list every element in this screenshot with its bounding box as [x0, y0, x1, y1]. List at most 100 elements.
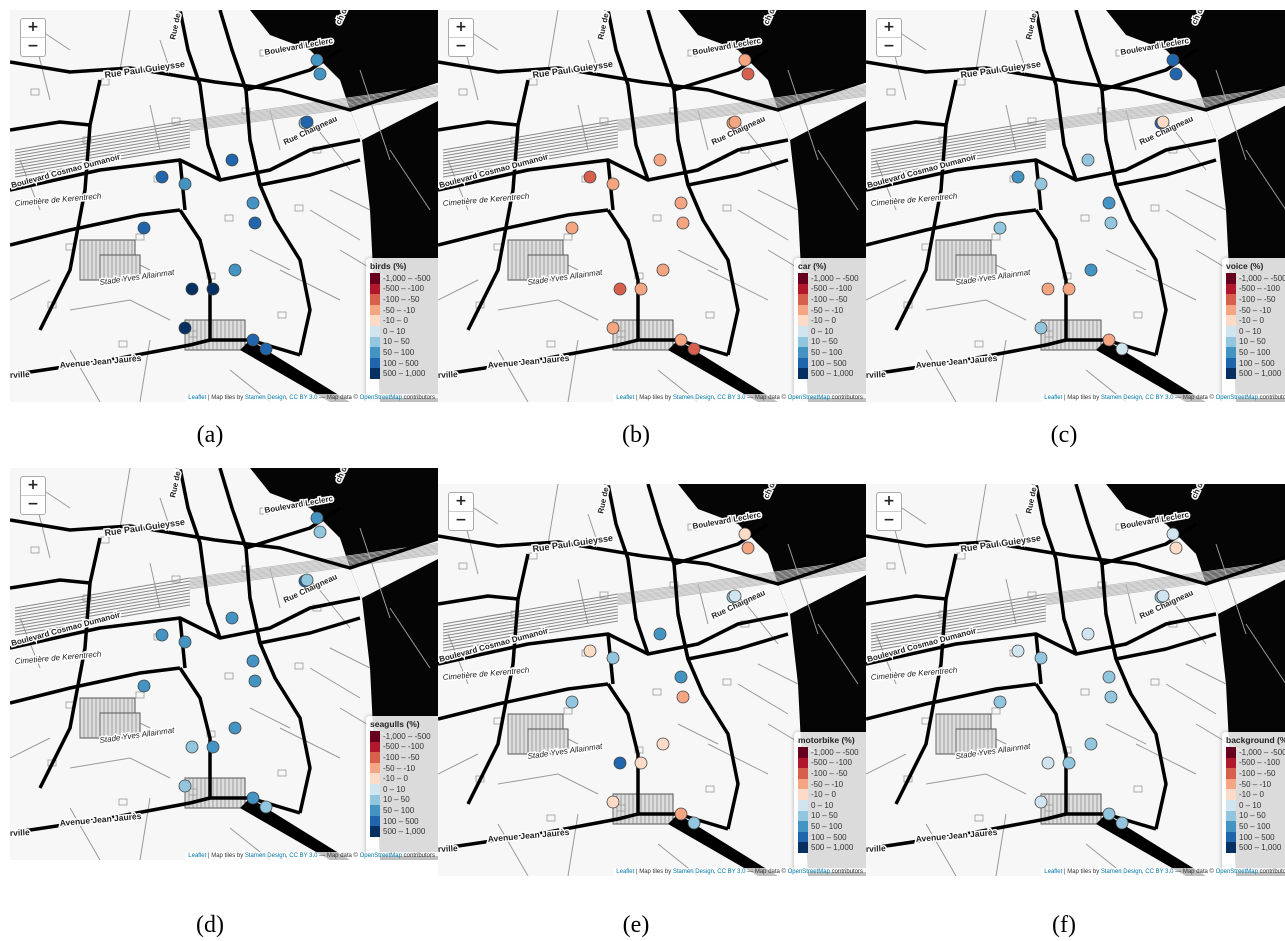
- measurement-point[interactable]: [1034, 177, 1048, 191]
- measurement-point[interactable]: [137, 221, 151, 235]
- measurement-point[interactable]: [1102, 807, 1116, 821]
- measurement-point[interactable]: [656, 737, 670, 751]
- osm-link[interactable]: OpenStreetMap: [787, 395, 830, 401]
- zoom-out-button[interactable]: −: [877, 37, 901, 56]
- license-link[interactable]: CC BY 3.0: [717, 395, 746, 401]
- measurement-point[interactable]: [676, 690, 690, 704]
- measurement-point[interactable]: [606, 321, 620, 335]
- measurement-point[interactable]: [606, 177, 620, 191]
- measurement-point[interactable]: [728, 589, 742, 603]
- measurement-point[interactable]: [1166, 527, 1180, 541]
- measurement-point[interactable]: [613, 282, 627, 296]
- measurement-point[interactable]: [1011, 644, 1025, 658]
- zoom-out-button[interactable]: −: [877, 511, 901, 530]
- measurement-point[interactable]: [248, 216, 262, 230]
- zoom-in-button[interactable]: +: [455, 493, 467, 509]
- measurement-point[interactable]: [738, 527, 752, 541]
- map-panel-b[interactable]: Rue Paul Guieysse Rue de Verdun Boulevard …: [438, 10, 866, 402]
- zoom-out-button[interactable]: −: [449, 511, 473, 530]
- measurement-point[interactable]: [155, 170, 169, 184]
- measurement-point[interactable]: [606, 651, 620, 665]
- measurement-point[interactable]: [310, 53, 324, 67]
- measurement-point[interactable]: [246, 196, 260, 210]
- stamen-link[interactable]: Stamen Design: [244, 395, 286, 401]
- stamen-link[interactable]: Stamen Design: [672, 395, 714, 401]
- measurement-point[interactable]: [674, 670, 688, 684]
- measurement-point[interactable]: [1011, 170, 1025, 184]
- osm-link[interactable]: OpenStreetMap: [359, 395, 402, 401]
- measurement-point[interactable]: [676, 216, 690, 230]
- measurement-point[interactable]: [228, 263, 242, 277]
- measurement-point[interactable]: [1084, 737, 1098, 751]
- measurement-point[interactable]: [178, 635, 192, 649]
- measurement-point[interactable]: [993, 221, 1007, 235]
- measurement-point[interactable]: [206, 740, 220, 754]
- measurement-point[interactable]: [634, 282, 648, 296]
- stamen-link[interactable]: Stamen Design: [672, 869, 714, 875]
- measurement-point[interactable]: [313, 67, 327, 81]
- measurement-point[interactable]: [185, 282, 199, 296]
- measurement-point[interactable]: [178, 177, 192, 191]
- measurement-point[interactable]: [246, 333, 260, 347]
- measurement-point[interactable]: [565, 221, 579, 235]
- measurement-point[interactable]: [728, 115, 742, 129]
- measurement-point[interactable]: [246, 654, 260, 668]
- measurement-point[interactable]: [248, 674, 262, 688]
- osm-link[interactable]: OpenStreetMap: [787, 869, 830, 875]
- measurement-point[interactable]: [1034, 321, 1048, 335]
- measurement-point[interactable]: [687, 342, 701, 356]
- leaflet-link[interactable]: Leaflet: [1044, 869, 1063, 875]
- measurement-point[interactable]: [1062, 282, 1076, 296]
- measurement-point[interactable]: [1084, 263, 1098, 277]
- zoom-in-button[interactable]: +: [27, 477, 39, 493]
- measurement-point[interactable]: [259, 800, 273, 814]
- map-panel-d[interactable]: Rue Paul Guieysse Rue de Verdun Boulevard …: [10, 468, 438, 860]
- measurement-point[interactable]: [606, 795, 620, 809]
- zoom-in-button[interactable]: +: [455, 19, 467, 35]
- zoom-in-button[interactable]: +: [883, 493, 895, 509]
- measurement-point[interactable]: [1156, 589, 1170, 603]
- leaflet-link[interactable]: Leaflet: [616, 395, 635, 401]
- measurement-point[interactable]: [246, 791, 260, 805]
- license-link[interactable]: CC BY 3.0: [1145, 869, 1174, 875]
- measurement-point[interactable]: [1034, 651, 1048, 665]
- measurement-point[interactable]: [1102, 196, 1116, 210]
- measurement-point[interactable]: [1062, 756, 1076, 770]
- measurement-point[interactable]: [155, 628, 169, 642]
- zoom-in-button[interactable]: +: [27, 19, 39, 35]
- zoom-out-button[interactable]: −: [21, 37, 45, 56]
- osm-link[interactable]: OpenStreetMap: [1215, 395, 1258, 401]
- measurement-point[interactable]: [741, 541, 755, 555]
- measurement-point[interactable]: [1169, 541, 1183, 555]
- stamen-link[interactable]: Stamen Design: [244, 853, 286, 859]
- measurement-point[interactable]: [613, 756, 627, 770]
- measurement-point[interactable]: [1041, 282, 1055, 296]
- map-panel-c[interactable]: Rue Paul Guieysse Rue de Verdun Boulevard …: [866, 10, 1285, 402]
- measurement-point[interactable]: [1102, 670, 1116, 684]
- measurement-point[interactable]: [178, 779, 192, 793]
- measurement-point[interactable]: [178, 321, 192, 335]
- map-panel-e[interactable]: Rue Paul Guieysse Rue de Verdun Boulevard …: [438, 484, 866, 876]
- measurement-point[interactable]: [185, 740, 199, 754]
- measurement-point[interactable]: [137, 679, 151, 693]
- leaflet-link[interactable]: Leaflet: [616, 869, 635, 875]
- measurement-point[interactable]: [1104, 216, 1118, 230]
- measurement-point[interactable]: [583, 644, 597, 658]
- measurement-point[interactable]: [656, 263, 670, 277]
- measurement-point[interactable]: [1169, 67, 1183, 81]
- license-link[interactable]: CC BY 3.0: [289, 853, 318, 859]
- measurement-point[interactable]: [228, 721, 242, 735]
- zoom-out-button[interactable]: −: [449, 37, 473, 56]
- osm-link[interactable]: OpenStreetMap: [359, 853, 402, 859]
- measurement-point[interactable]: [300, 115, 314, 129]
- leaflet-link[interactable]: Leaflet: [188, 853, 207, 859]
- measurement-point[interactable]: [313, 525, 327, 539]
- measurement-point[interactable]: [1104, 690, 1118, 704]
- measurement-point[interactable]: [1081, 627, 1095, 641]
- leaflet-link[interactable]: Leaflet: [1044, 395, 1063, 401]
- measurement-point[interactable]: [1041, 756, 1055, 770]
- zoom-in-button[interactable]: +: [883, 19, 895, 35]
- measurement-point[interactable]: [225, 611, 239, 625]
- measurement-point[interactable]: [1081, 153, 1095, 167]
